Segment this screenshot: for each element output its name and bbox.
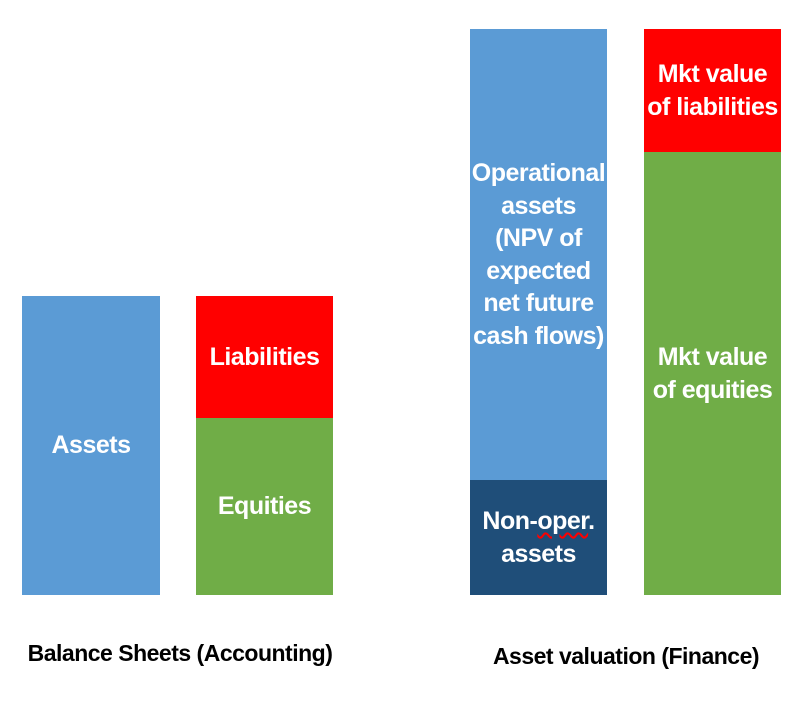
- assets-label: Assets: [51, 431, 132, 460]
- equities-label: Equities: [217, 492, 312, 521]
- liabilities-label: Liabilities: [209, 342, 320, 371]
- operational-assets-label: Operational assets (NPV of expected net …: [471, 159, 606, 350]
- mkt-equities-block: Mkt value of equities: [644, 152, 781, 595]
- mkt-liabilities-label: Mkt value of liabilities: [647, 60, 778, 121]
- assets-block: Assets: [22, 296, 160, 595]
- non-operational-assets-block: Non-oper. assets: [470, 480, 607, 595]
- finance-caption: Asset valuation (Finance): [492, 643, 760, 669]
- mkt-liabilities-block: Mkt value of liabilities: [644, 29, 781, 152]
- equities-block: Equities: [196, 418, 333, 595]
- accounting-caption: Balance Sheets (Accounting): [27, 640, 333, 666]
- non-operational-assets-label: Non-oper. assets: [482, 507, 595, 568]
- mkt-equities-label: Mkt value of equities: [652, 343, 773, 404]
- liabilities-block: Liabilities: [196, 296, 333, 418]
- operational-assets-block: Operational assets (NPV of expected net …: [470, 29, 607, 480]
- spellcheck-underline: oper: [537, 507, 589, 535]
